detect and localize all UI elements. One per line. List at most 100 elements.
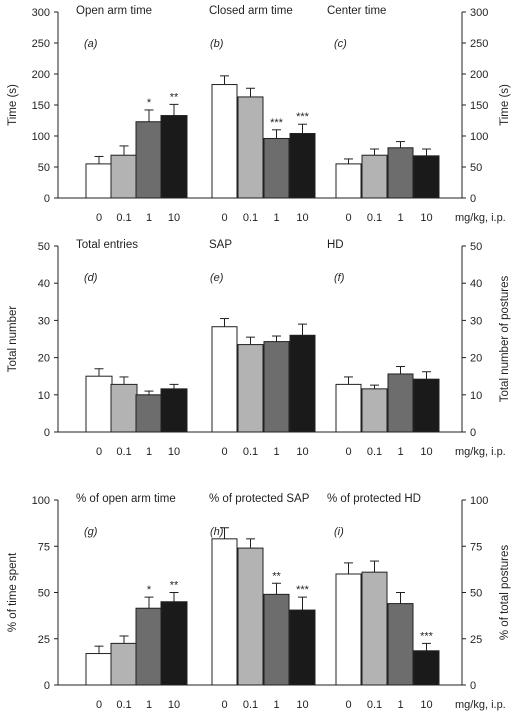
- y-tick-label-right: 10: [470, 390, 482, 402]
- y-tick-label-right: 50: [470, 588, 482, 600]
- y-tick-label-right: 30: [470, 315, 482, 327]
- x-tick-label: 1: [146, 699, 152, 711]
- y-tick-label-left: 50: [38, 588, 50, 600]
- x-tick-label: 0: [221, 212, 227, 224]
- significance-label: ***: [420, 630, 434, 642]
- x-tick-label: 0.1: [116, 212, 131, 224]
- y-tick-label-right: 40: [470, 278, 482, 290]
- panel-title: % of open arm time: [76, 493, 176, 505]
- x-tick-label: 10: [168, 212, 180, 224]
- panel-label: (c): [334, 38, 347, 50]
- bar: [361, 571, 388, 686]
- panel-title: SAP: [209, 239, 232, 251]
- panel-c: Center time (c) 0 0.1 1 10: [327, 5, 440, 224]
- bar: [110, 154, 138, 199]
- y-tick-label-right: 25: [470, 634, 482, 646]
- bar: [85, 653, 113, 686]
- x-tick-label: 10: [168, 699, 180, 711]
- y-tick-label-right: 20: [470, 353, 482, 365]
- y-tick-label-right: 200: [470, 69, 488, 81]
- panel-h: % of protected SAP (h) 0 0.1 ** 1 *** 10: [209, 493, 316, 711]
- panel-g: % of open arm time (g) 0 0.1 * 1 ** 10: [76, 493, 188, 711]
- panel-label: (b): [210, 38, 224, 50]
- unit-label: mg/kg, i.p.: [455, 699, 506, 711]
- panel-i: % of protected HD (i) 0 0.1 1 *** 10: [327, 493, 440, 711]
- bar: [289, 334, 316, 433]
- bar: [413, 378, 440, 433]
- significance-label: *: [147, 584, 152, 596]
- bar: [263, 593, 290, 686]
- y-tick-label-right: 50: [470, 162, 482, 174]
- bar: [211, 326, 238, 433]
- bar: [160, 388, 188, 433]
- x-tick-label: 10: [168, 446, 180, 458]
- x-tick-label: 0: [96, 212, 102, 224]
- x-tick-label: 10: [420, 446, 432, 458]
- x-tick-label: 10: [420, 699, 432, 711]
- x-tick-label: 10: [296, 212, 308, 224]
- panel-title: Open arm time: [76, 5, 152, 17]
- significance-label: ***: [296, 111, 310, 123]
- y-tick-label-left: 30: [38, 315, 50, 327]
- bar: [263, 137, 290, 199]
- bar: [85, 163, 113, 199]
- y-axis-label-left: Time (s): [7, 84, 19, 126]
- panel-a: Open arm time (a) 0 0.1 * 1 ** 10: [76, 5, 188, 224]
- y-tick-label-left: 100: [32, 131, 50, 143]
- y-tick-label-left: 0: [44, 193, 50, 205]
- y-tick-label-right: 0: [470, 680, 476, 692]
- y-tick-label-left: 150: [32, 100, 50, 112]
- bar: [361, 154, 388, 199]
- bar: [289, 133, 316, 199]
- panel-title: % of protected HD: [327, 493, 421, 505]
- x-tick-label: 0.1: [367, 212, 382, 224]
- x-tick-label: 0: [345, 212, 351, 224]
- x-tick-label: 0.1: [243, 446, 258, 458]
- unit-label: mg/kg, i.p.: [455, 446, 506, 458]
- significance-label: **: [170, 580, 179, 592]
- x-tick-label: 1: [146, 446, 152, 458]
- bar: [413, 650, 440, 686]
- bar: [413, 155, 440, 199]
- bar: [335, 163, 362, 199]
- significance-label: *: [147, 97, 152, 109]
- x-tick-label: 1: [397, 212, 403, 224]
- panel-label: (i): [334, 526, 344, 538]
- y-axis-label-right: Time (s): [499, 84, 511, 126]
- x-tick-label: 0: [345, 446, 351, 458]
- y-tick-label-right: 75: [470, 541, 482, 553]
- y-tick-label-right: 150: [470, 100, 488, 112]
- panel-title: Total entries: [76, 239, 138, 251]
- significance-label: **: [170, 91, 179, 103]
- x-tick-label: 10: [296, 446, 308, 458]
- y-tick-label-left: 20: [38, 353, 50, 365]
- bar: [110, 383, 138, 433]
- x-tick-label: 0.1: [243, 212, 258, 224]
- panel-e: SAP (e) 0 0.1 1 10: [209, 239, 316, 458]
- panel-label: (f): [334, 272, 345, 284]
- y-tick-label-left: 50: [38, 162, 50, 174]
- y-tick-label-left: 0: [44, 427, 50, 439]
- x-tick-label: 1: [146, 212, 152, 224]
- x-tick-label: 10: [296, 699, 308, 711]
- y-tick-label-right: 100: [470, 495, 488, 507]
- y-axis-label-left: Total number: [7, 306, 19, 373]
- unit-label: mg/kg, i.p.: [455, 212, 506, 224]
- y-tick-label-right: 300: [470, 7, 488, 19]
- x-tick-label: 0.1: [367, 446, 382, 458]
- bar: [335, 573, 362, 686]
- bar: [110, 642, 138, 686]
- x-tick-label: 0: [221, 446, 227, 458]
- x-tick-label: 1: [397, 446, 403, 458]
- bar: [387, 603, 414, 686]
- x-tick-label: 0: [345, 699, 351, 711]
- significance-label: ***: [296, 584, 310, 596]
- panel-title: Center time: [327, 5, 386, 17]
- panel-d: Total entries (d) 0 0.1 1 10: [76, 239, 188, 458]
- bar: [135, 607, 163, 686]
- y-tick-label-left: 75: [38, 541, 50, 553]
